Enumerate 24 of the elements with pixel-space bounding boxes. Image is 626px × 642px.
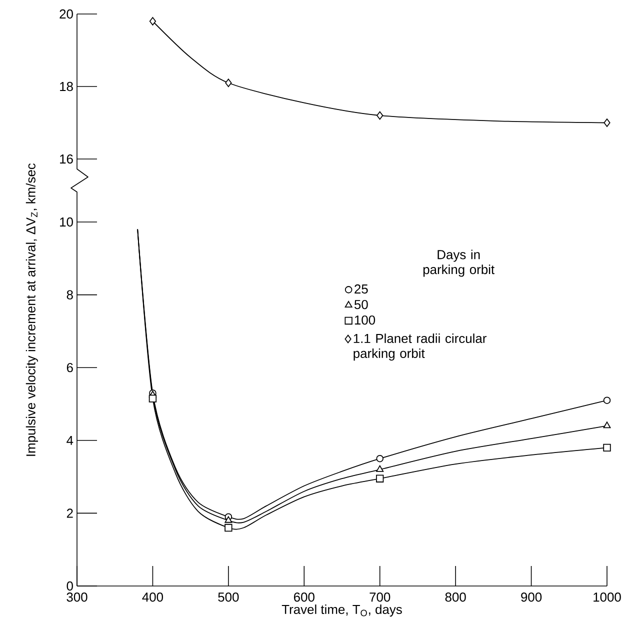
y-tick-label: 0 [66,581,73,591]
y-tick-label: 16 [60,154,73,164]
legend-label: 1.1 Planet radii circular parking orbit [354,334,486,361]
legend-label: 100 [354,315,376,325]
y-tick-label: 4 [66,436,74,445]
y-tick-label: 18 [60,82,73,92]
y-tick-label: 2 [66,508,73,518]
x-tick-label: 800 [445,592,466,602]
y-tick-label: 10 [60,217,73,227]
y-tick-label: 6 [66,363,73,372]
x-tick-label: 700 [370,592,390,602]
x-tick-label: 300 [66,592,88,602]
x-tick-label: 600 [294,592,314,602]
y-tick-label: 20 [60,9,73,19]
y-axis-title: Impulsive velocity increment at arrival, ΔV$_{Z}$, km/sec [26,163,38,456]
legend-label: 25 [354,284,368,294]
x-tick-label: 400 [142,592,164,602]
x-axis-title: Travel time, T$_{O}$, days [282,604,402,617]
y-tick-label: 8 [66,290,73,300]
x-tick-label: 500 [218,592,239,602]
legend-label: 50 [354,300,368,310]
legend-title: Days in parking orbit [423,250,494,277]
x-tick-label: 900 [521,592,542,602]
x-tick-label: 1000 [594,592,621,602]
